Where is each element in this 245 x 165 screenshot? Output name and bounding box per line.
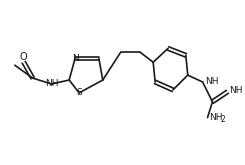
Text: O: O [20,52,27,62]
Text: NH: NH [209,113,223,122]
Text: S: S [76,88,82,97]
Text: 2: 2 [220,115,225,124]
Text: NH: NH [45,80,58,88]
Text: N: N [72,54,78,63]
Text: NH: NH [229,86,243,95]
Text: NH: NH [206,77,219,85]
